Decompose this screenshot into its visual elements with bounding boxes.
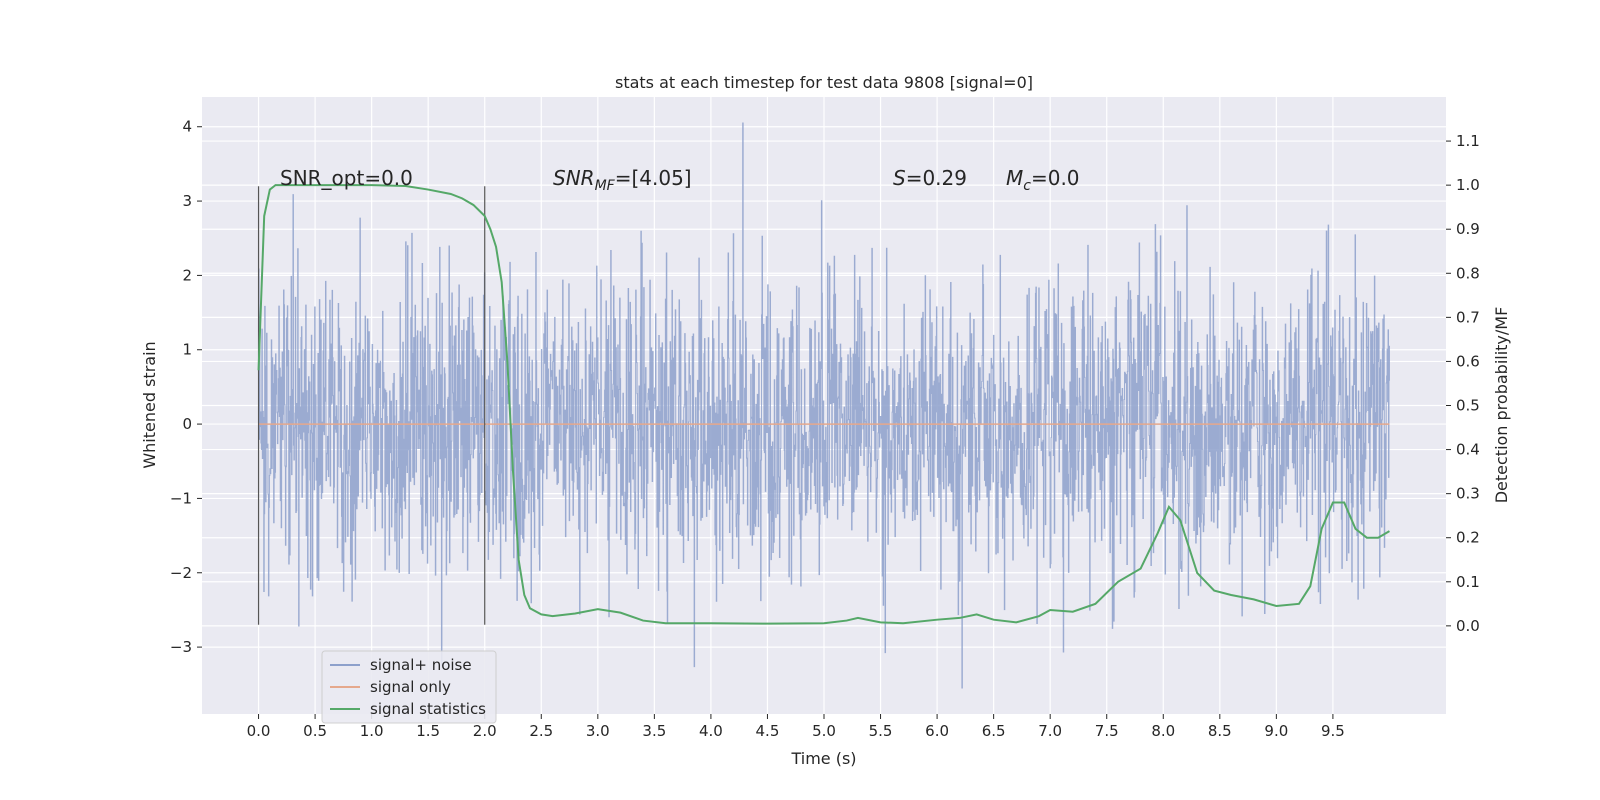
noise-series (258, 122, 1390, 689)
x-tick-label: 0.0 (247, 722, 271, 740)
x-tick-label: 9.0 (1264, 722, 1288, 740)
x-tick-label: 0.5 (303, 722, 327, 740)
y-tick-label: −2 (170, 564, 192, 582)
signal-statistics-line (257, 184, 1390, 625)
legend-box (321, 650, 497, 724)
legend: signal+ noise signal only signal statist… (321, 650, 497, 724)
x-tick-label: 2.5 (529, 722, 553, 740)
x-tick-label: 9.5 (1321, 722, 1345, 740)
x-tick-label: 6.5 (982, 722, 1006, 740)
y2-tick-label: 0.6 (1456, 352, 1480, 370)
y2-tick-label: 0.7 (1456, 308, 1480, 326)
annotations: SNR_opt=0.0 SNRMF=[4.05] S=0.29 Mc=0.0 (280, 166, 1080, 194)
legend-label-signal: signal only (370, 678, 451, 696)
legend-label-noise: signal+ noise (370, 656, 472, 674)
annotation-s: S=0.29 (893, 166, 967, 190)
y-tick-label: −3 (170, 638, 192, 656)
chart-title: stats at each timestep for test data 980… (615, 73, 1033, 92)
x-axis-label: Time (s) (790, 749, 856, 768)
signal-statistics-series (257, 184, 1390, 625)
y2-tick-label: 0.1 (1456, 573, 1480, 591)
y2-tick-label: 0.5 (1456, 397, 1480, 415)
x-tick-label: 4.0 (699, 722, 723, 740)
vertical-markers (257, 186, 486, 625)
legend-label-stats: signal statistics (370, 700, 486, 718)
x-tick-label: 1.5 (416, 722, 440, 740)
x-tick-label: 4.5 (756, 722, 780, 740)
noise-line (258, 122, 1390, 689)
annotation-snr-mf: SNRMF=[4.05] (553, 166, 692, 194)
y-tick-label: 2 (182, 266, 192, 284)
x-tick-label: 8.0 (1151, 722, 1175, 740)
x-tick-label: 5.5 (869, 722, 893, 740)
x-tick-label: 2.0 (473, 722, 497, 740)
x-tick-label: 3.0 (586, 722, 610, 740)
y2-tick-label: 0.0 (1456, 617, 1480, 635)
x-tick-label: 7.5 (1095, 722, 1119, 740)
x-tick-label: 7.0 (1038, 722, 1062, 740)
x-tick-label: 8.5 (1208, 722, 1232, 740)
annotation-mc: Mc=0.0 (1006, 166, 1080, 194)
y-tick-label: 1 (182, 341, 192, 359)
x-tick-label: 3.5 (642, 722, 666, 740)
y2-tick-label: 1.1 (1456, 132, 1480, 150)
annotation-snr-opt: SNR_opt=0.0 (280, 166, 413, 190)
y2-tick-label: 0.9 (1456, 220, 1480, 238)
y-tick-label: −1 (170, 489, 192, 507)
y2-tick-label: 0.2 (1456, 529, 1480, 547)
x-tick-label: 1.0 (360, 722, 384, 740)
y2-tick-label: 0.8 (1456, 264, 1480, 282)
y-tick-label: 0 (182, 415, 192, 433)
x-tick-label: 5.0 (812, 722, 836, 740)
y2-tick-label: 0.4 (1456, 441, 1480, 459)
y2-tick-label: 0.3 (1456, 485, 1480, 503)
y-axis-label: Whitened strain (140, 341, 159, 468)
y-tick-label: 4 (182, 118, 192, 136)
x-tick-label: 6.0 (925, 722, 949, 740)
axes: 0.0 0.5 1.0 1.5 2.0 2.5 3.0 3.5 4.0 4.5 5.0 5.5 6.0 6… (170, 118, 1480, 740)
y2-axis-label: Detection probability/MF (1492, 307, 1511, 504)
y-tick-label: 3 (182, 192, 192, 210)
y2-tick-label: 1.0 (1456, 176, 1480, 194)
